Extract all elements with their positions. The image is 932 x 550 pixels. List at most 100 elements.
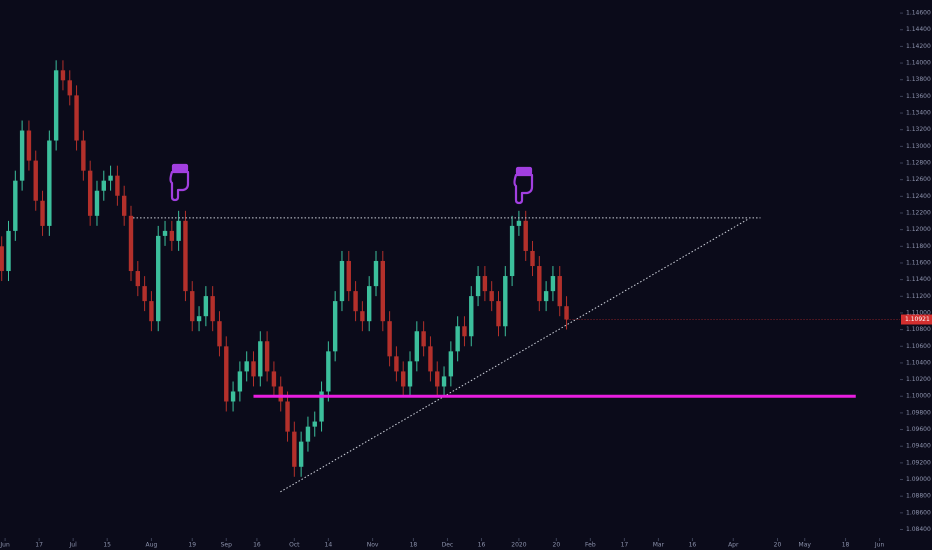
- y-tick-label: 1.14000: [906, 60, 931, 67]
- y-tick-label: 1.08600: [906, 509, 931, 516]
- candle-body: [47, 140, 52, 226]
- candle-body: [428, 346, 433, 372]
- y-tick-label: 1.11200: [906, 293, 931, 300]
- candle-body: [469, 296, 474, 337]
- y-tick-label: 1.11400: [906, 276, 931, 283]
- x-tick-label: 20: [553, 542, 561, 549]
- candle-body: [448, 351, 454, 377]
- y-tick-label: 1.10400: [906, 359, 931, 366]
- candle-body: [298, 441, 304, 467]
- x-tick-label: 14: [325, 542, 333, 549]
- x-tick-label: 17: [621, 542, 629, 549]
- candle-body: [353, 291, 358, 312]
- candle-body: [312, 421, 317, 427]
- candle-body: [230, 391, 236, 402]
- candle-body: [496, 301, 501, 327]
- candle-body: [115, 175, 120, 196]
- y-tick-label: 1.14400: [906, 26, 931, 33]
- candle-body: [203, 296, 209, 317]
- x-tick-label: Aug: [146, 542, 158, 549]
- y-tick-label: 1.10800: [906, 326, 931, 333]
- candle-body: [564, 306, 569, 320]
- candle-body: [509, 225, 515, 277]
- x-tick-label: 18: [842, 542, 850, 549]
- x-tick-label: 16: [478, 542, 486, 549]
- candle-body: [278, 386, 283, 402]
- candle-body: [190, 291, 195, 322]
- candle-body: [251, 361, 256, 377]
- candle-body: [292, 431, 297, 467]
- candle-body: [332, 301, 338, 352]
- candle-body: [326, 351, 331, 392]
- y-tick-label: 1.10000: [906, 393, 931, 400]
- x-tick-label: Feb: [585, 542, 596, 549]
- candle-body: [210, 296, 215, 322]
- y-tick-label: 1.13800: [906, 76, 931, 83]
- candle-body: [462, 326, 467, 337]
- y-tick-label: 1.14200: [906, 43, 931, 50]
- x-tick-label: Jun: [0, 542, 10, 549]
- y-tick-label: 1.13400: [906, 110, 931, 117]
- y-tick-label: 1.08800: [906, 493, 931, 500]
- candle-body: [169, 230, 175, 241]
- candle-body: [441, 376, 447, 387]
- x-tick-label: Jul: [69, 542, 78, 549]
- candle-body: [142, 286, 147, 302]
- candle-body: [258, 341, 263, 377]
- x-tick-label: Sep: [221, 542, 233, 549]
- y-tick-label: 1.13200: [906, 126, 931, 133]
- candle-body: [523, 220, 528, 251]
- candle-body: [101, 180, 106, 191]
- candle-body: [87, 170, 93, 216]
- y-tick-label: 1.09800: [906, 409, 931, 416]
- y-tick-label: 1.12200: [906, 209, 931, 216]
- candle-body: [550, 276, 556, 292]
- y-tick-label: 1.09600: [906, 426, 931, 433]
- candle-body: [530, 250, 535, 267]
- candle-body: [19, 130, 25, 181]
- candle-body: [305, 426, 311, 442]
- candle-body: [40, 200, 45, 226]
- y-tick-label: 1.09000: [906, 476, 931, 483]
- x-tick-label: 18: [410, 542, 418, 549]
- candle-body: [237, 371, 243, 392]
- candle-body: [482, 276, 488, 292]
- candle-body: [373, 260, 379, 287]
- candle-body: [503, 276, 508, 327]
- hand-icon: [169, 163, 190, 202]
- x-tick-label: 2020: [511, 542, 526, 549]
- candle-body: [244, 361, 249, 372]
- candle-body: [401, 371, 406, 387]
- y-tick-label: 1.13600: [906, 93, 931, 100]
- y-tick-label: 1.12800: [906, 160, 931, 167]
- candle-body: [537, 266, 542, 302]
- y-tick-label: 1.14600: [906, 10, 931, 17]
- candle-body: [271, 371, 277, 387]
- candle-body: [366, 286, 372, 322]
- y-tick-label: 1.12000: [906, 226, 931, 233]
- x-tick-label: 16: [253, 542, 261, 549]
- candle-body: [455, 326, 460, 352]
- x-tick-label: Mar: [653, 542, 665, 549]
- candle-body: [67, 80, 72, 96]
- candle-body: [285, 401, 290, 432]
- y-tick-label: 1.09400: [906, 443, 931, 450]
- candle-body: [380, 260, 385, 322]
- candle-body: [0, 246, 4, 272]
- candle-body: [196, 316, 202, 322]
- x-tick-label: 16: [689, 542, 697, 549]
- candle-body: [339, 260, 345, 302]
- x-tick-label: 19: [188, 542, 196, 549]
- candle-body: [543, 291, 549, 302]
- candle-body: [13, 180, 18, 231]
- candle-body: [60, 70, 66, 81]
- candle-body: [394, 356, 399, 372]
- x-tick-label: 15: [103, 542, 111, 549]
- candle-body: [149, 301, 154, 322]
- x-tick-label: Oct: [289, 542, 300, 549]
- y-tick-label: 1.10600: [906, 343, 931, 350]
- x-tick-label: May: [799, 542, 812, 549]
